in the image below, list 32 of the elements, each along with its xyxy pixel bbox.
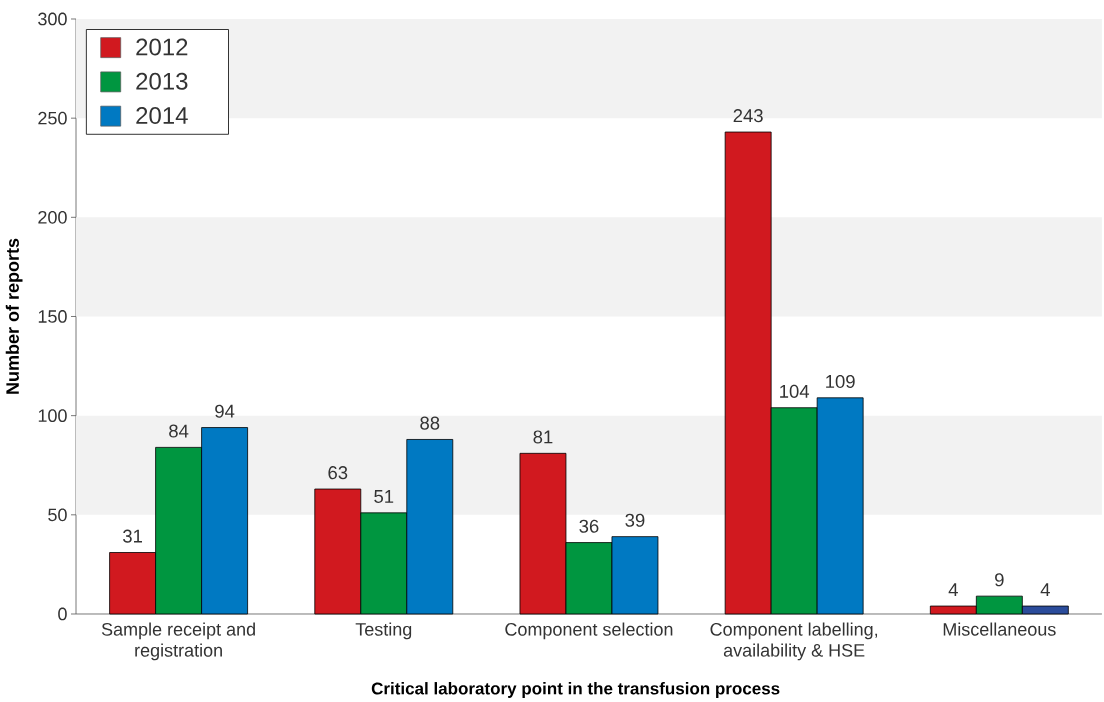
x-tick-label: Testing bbox=[355, 622, 412, 640]
legend-label: 2012 bbox=[136, 38, 188, 56]
y-tick-label: 300 bbox=[38, 12, 67, 26]
legend-label: 2013 bbox=[136, 72, 188, 90]
data-label: 36 bbox=[579, 519, 599, 533]
x-tick-label: Miscellaneous bbox=[943, 622, 1056, 636]
legend-label: 2014 bbox=[136, 107, 188, 125]
data-label: 9 bbox=[995, 573, 1004, 587]
y-tick-label: 0 bbox=[58, 607, 67, 621]
x-tick-label: Component selection bbox=[505, 622, 673, 640]
data-label: 4 bbox=[1040, 583, 1050, 597]
data-label: 63 bbox=[328, 466, 348, 480]
data-label: 109 bbox=[826, 374, 855, 388]
y-tick-label: 250 bbox=[38, 111, 67, 125]
y-tick-label: 100 bbox=[38, 409, 67, 423]
x-tick-label: Component labelling, availability & HSE bbox=[710, 622, 878, 661]
x-tick-label: Sample receipt and registration bbox=[101, 622, 255, 661]
data-label: 39 bbox=[625, 513, 645, 527]
y-tick-label: 150 bbox=[38, 310, 67, 323]
data-label: 94 bbox=[215, 404, 235, 418]
data-label: 104 bbox=[780, 384, 810, 398]
data-label: 31 bbox=[123, 529, 142, 543]
y-tick-label: 50 bbox=[48, 508, 67, 522]
data-label: 81 bbox=[533, 430, 553, 444]
data-label: 84 bbox=[169, 424, 189, 438]
data-label: 51 bbox=[374, 490, 394, 504]
y-tick-label: 200 bbox=[38, 210, 67, 224]
data-label: 243 bbox=[733, 109, 763, 123]
y-axis-title: Number of reports bbox=[5, 238, 23, 394]
data-label: 88 bbox=[420, 416, 440, 430]
x-axis-title: Critical laboratory point in the transfusion process bbox=[371, 682, 780, 698]
data-label: 4 bbox=[948, 583, 958, 597]
